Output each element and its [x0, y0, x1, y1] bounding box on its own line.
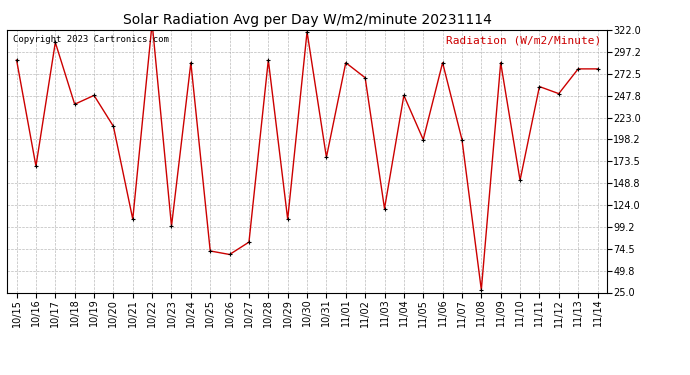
Point: [321, 154, 332, 160]
Point: [457, 136, 468, 142]
Point: [437, 60, 448, 66]
Point: [553, 91, 564, 97]
Point: [573, 66, 584, 72]
Point: [340, 60, 351, 66]
Point: [146, 20, 157, 26]
Point: [302, 29, 313, 35]
Point: [108, 123, 119, 129]
Point: [244, 239, 255, 245]
Title: Solar Radiation Avg per Day W/m2/minute 20231114: Solar Radiation Avg per Day W/m2/minute …: [123, 13, 491, 27]
Point: [476, 287, 487, 293]
Text: Copyright 2023 Cartronics.com: Copyright 2023 Cartronics.com: [13, 35, 169, 44]
Point: [88, 92, 99, 98]
Point: [205, 248, 216, 254]
Point: [69, 101, 80, 107]
Text: Radiation (W/m2/Minute): Radiation (W/m2/Minute): [446, 35, 601, 45]
Point: [515, 177, 526, 183]
Point: [50, 39, 61, 45]
Point: [224, 252, 235, 258]
Point: [534, 84, 545, 90]
Point: [592, 66, 603, 72]
Point: [11, 57, 22, 63]
Point: [127, 216, 138, 222]
Point: [398, 92, 409, 98]
Point: [495, 60, 506, 66]
Point: [263, 57, 274, 63]
Point: [30, 163, 41, 169]
Point: [186, 60, 197, 66]
Point: [417, 136, 428, 142]
Point: [166, 223, 177, 229]
Point: [359, 75, 371, 81]
Point: [282, 216, 293, 222]
Point: [379, 206, 390, 212]
